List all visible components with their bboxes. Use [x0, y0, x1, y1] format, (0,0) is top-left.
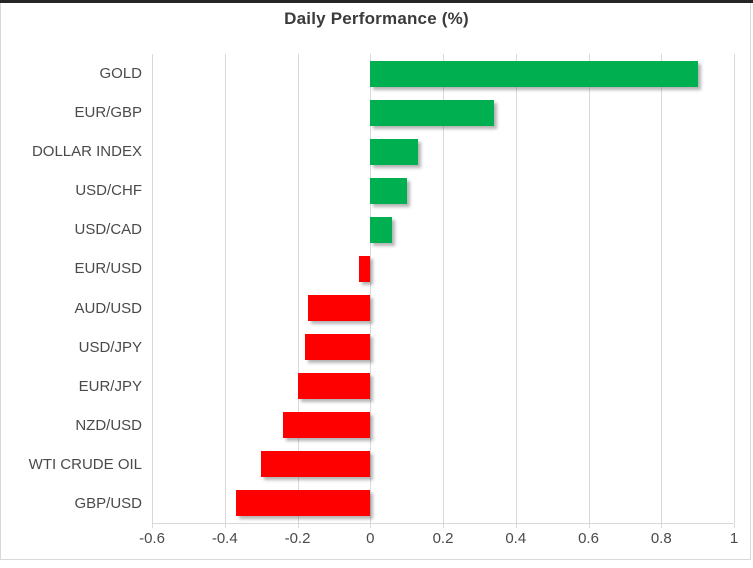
x-tick-label: -0.4 — [211, 530, 238, 547]
gridline — [588, 54, 590, 523]
category-label: EUR/GBP — [74, 104, 142, 122]
axis-tick-mark — [370, 524, 372, 528]
category-axis: GOLD EUR/GBP DOLLAR INDEX USD/CHF USD/CAD EUR… — [0, 54, 142, 523]
gridline — [661, 54, 663, 523]
category-label: WTI CRUDE OIL — [28, 455, 142, 473]
category-label: EUR/USD — [74, 260, 142, 278]
x-tick-label: -0.6 — [139, 530, 165, 547]
category-label: EUR/JPY — [78, 377, 142, 395]
category-label: GBP/USD — [74, 494, 142, 512]
category-label: USD/CAD — [74, 221, 142, 239]
bar-usd-jpy — [304, 334, 371, 361]
category-label: USD/JPY — [78, 338, 142, 356]
category-label: USD/CHF — [75, 182, 142, 200]
axis-tick-mark — [297, 524, 299, 528]
bar-aud-usd — [308, 295, 371, 321]
x-tick-label: 0.4 — [505, 530, 527, 547]
x-tick-label: 0.6 — [578, 530, 599, 547]
chart-title: Daily Performance (%) — [284, 9, 469, 28]
gridline — [734, 54, 735, 523]
bar-dollar-index — [370, 138, 418, 165]
gridline — [370, 54, 372, 523]
bar-usd-cad — [370, 216, 393, 243]
bar-gold — [370, 60, 698, 87]
axis-tick-mark — [661, 524, 663, 528]
bar-eur-gbp — [370, 99, 494, 126]
axis-tick-mark — [515, 524, 517, 528]
axis-tick-mark — [734, 524, 735, 528]
axis-tick-mark — [152, 524, 153, 528]
gridline — [224, 54, 226, 523]
bar-gbp-usd — [235, 490, 371, 517]
gridline — [443, 54, 444, 523]
gridline — [515, 54, 517, 523]
gridline — [152, 54, 153, 523]
category-label: GOLD — [99, 65, 142, 83]
x-tick-label: -0.2 — [284, 530, 311, 547]
x-tick-label: 0.8 — [650, 530, 672, 547]
axis-tick-mark — [588, 524, 590, 528]
bar-nzd-usd — [282, 412, 371, 439]
bar-usd-chf — [370, 177, 407, 204]
top-divider-line — [0, 0, 753, 3]
bar-eur-usd — [359, 255, 371, 282]
bar-eur-jpy — [297, 373, 371, 400]
axis-tick-mark — [443, 524, 444, 528]
axis-tick-mark — [224, 524, 226, 528]
gridline — [297, 54, 299, 523]
category-label: NZD/USD — [75, 416, 142, 434]
category-label: DOLLAR INDEX — [31, 143, 142, 161]
x-axis-labels: -0.6 -0.4 -0.2 0 0.2 0.4 0.6 0.8 1 — [139, 530, 738, 552]
x-tick-label: 0.2 — [432, 530, 454, 547]
x-tick-label: 1 — [729, 530, 739, 547]
x-tick-label: 0 — [366, 530, 375, 547]
plot-area — [152, 54, 735, 528]
bar-wti-crude-oil — [261, 451, 371, 478]
category-label: AUD/USD — [74, 299, 142, 317]
